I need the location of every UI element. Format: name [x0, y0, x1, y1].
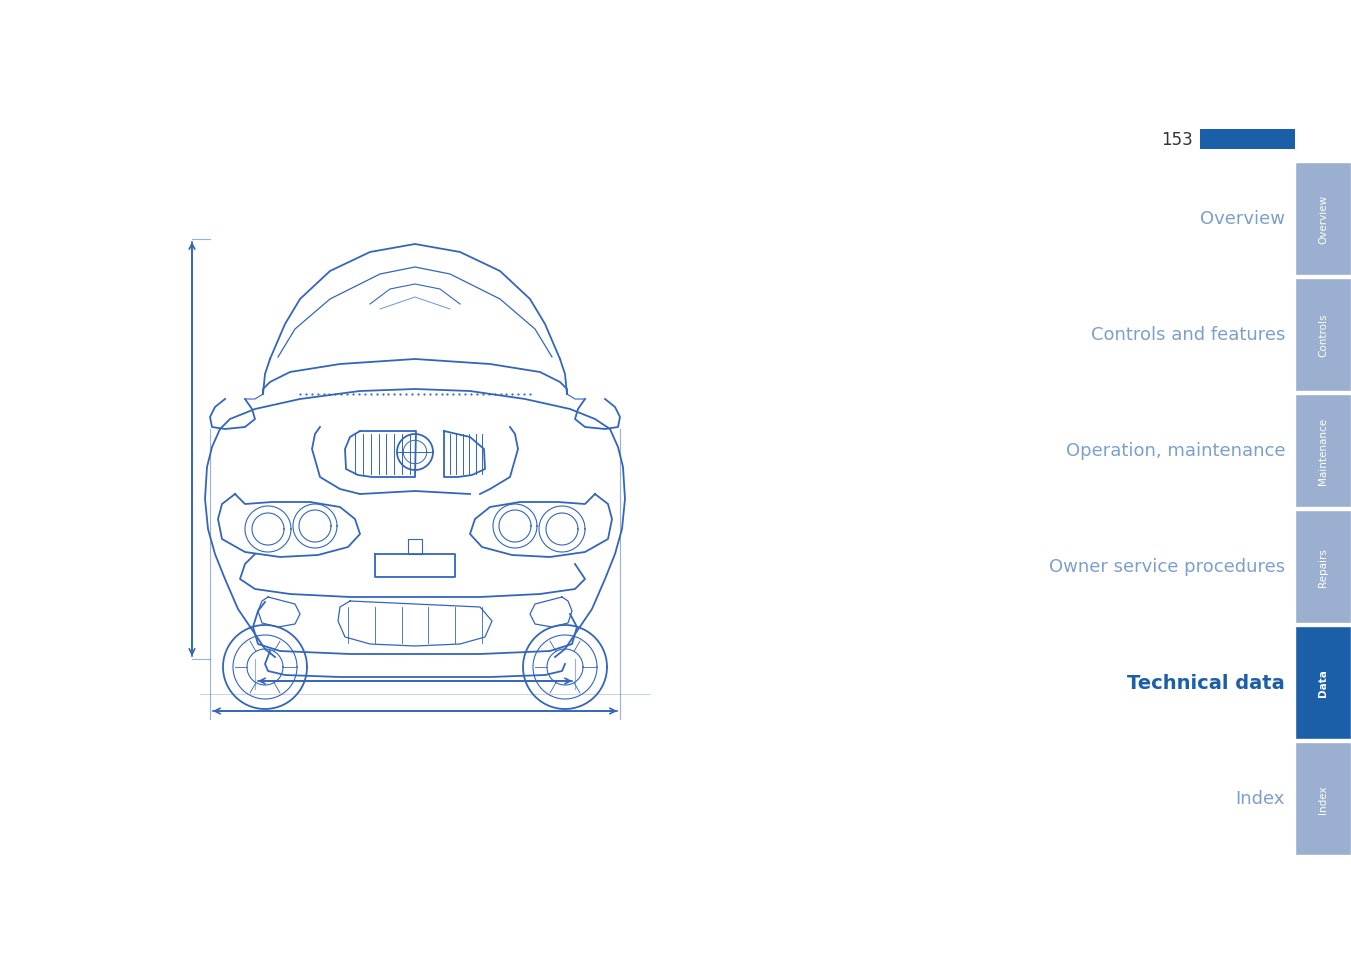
Text: Technical data: Technical data: [1127, 673, 1285, 692]
Bar: [1296, 163, 1351, 275]
Text: Repairs: Repairs: [1319, 547, 1328, 586]
Bar: [1296, 395, 1351, 507]
Bar: [1296, 626, 1351, 740]
Text: Index: Index: [1319, 784, 1328, 813]
Text: 153: 153: [1162, 131, 1193, 149]
Text: Overview: Overview: [1319, 194, 1328, 244]
Text: Operation, maintenance: Operation, maintenance: [1066, 442, 1285, 460]
Bar: [1296, 511, 1351, 623]
Text: Index: Index: [1236, 790, 1285, 807]
Bar: [1296, 742, 1351, 855]
Bar: [1296, 278, 1351, 392]
Text: Controls: Controls: [1319, 314, 1328, 356]
Text: Maintenance: Maintenance: [1319, 417, 1328, 484]
Text: Owner service procedures: Owner service procedures: [1048, 558, 1285, 576]
Text: Controls and features: Controls and features: [1090, 326, 1285, 344]
Text: Data: Data: [1319, 669, 1328, 697]
Bar: [1200, 130, 1296, 150]
Text: Overview: Overview: [1200, 211, 1285, 229]
